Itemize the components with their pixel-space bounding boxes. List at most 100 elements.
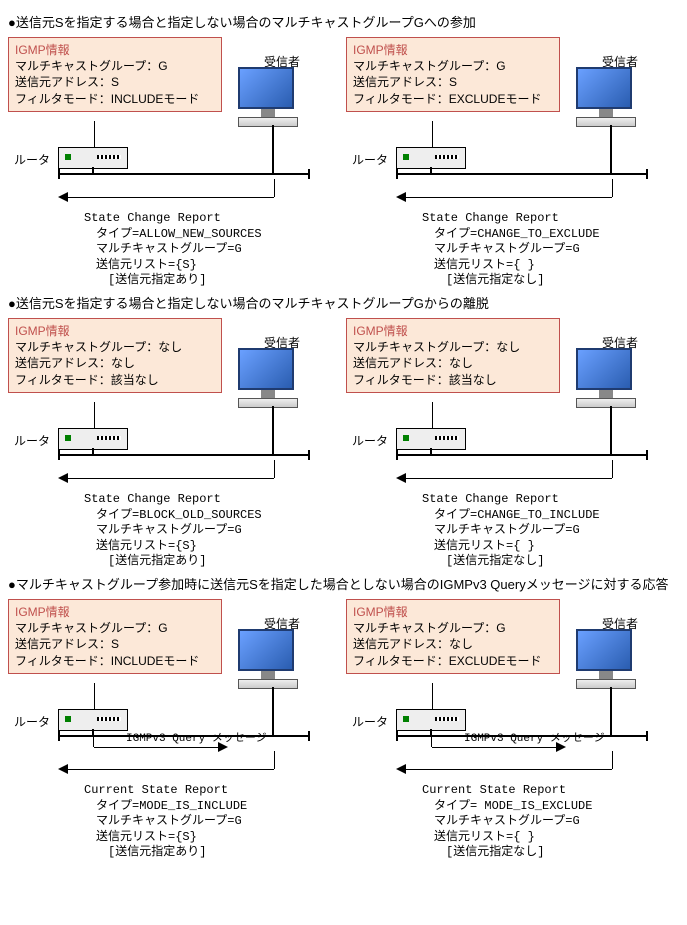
router-label: ルータ [14, 713, 50, 730]
report-arrow [404, 197, 612, 198]
report-line: [送信元指定なし] [422, 273, 600, 289]
igmp-info-box: IGMP情報マルチキャストグループ：G送信元アドレス：なしフィルタモード：EXC… [346, 599, 560, 674]
report-line: マルチキャストグループ=G [84, 242, 262, 258]
report-line: [送信元指定あり] [84, 845, 247, 861]
router-icon [58, 147, 128, 169]
igmp-line: マルチキャストグループ：G [353, 58, 553, 74]
igmp-line: 送信元アドレス：なし [353, 355, 553, 371]
receiver-pc-icon [576, 348, 636, 408]
router-drop-line [92, 448, 94, 456]
igmp-line: 送信元アドレス：なし [353, 636, 553, 652]
igmp-line: 送信元アドレス：S [15, 636, 215, 652]
router-icon [58, 709, 128, 731]
router-drop-line [92, 167, 94, 175]
report-line: [送信元指定あり] [84, 554, 262, 570]
report-arrow [66, 769, 274, 770]
report-line: マルチキャストグループ=G [422, 814, 592, 830]
callout-line [432, 121, 433, 147]
igmp-title: IGMP情報 [353, 604, 553, 620]
callout-line [94, 121, 95, 147]
igmp-line: フィルタモード：EXCLUDEモード [353, 91, 553, 107]
keyboard [576, 398, 636, 408]
pc-drop-line [272, 125, 274, 175]
router-drop-line [430, 448, 432, 456]
report-line: 送信元リスト={ } [422, 539, 600, 555]
diagram-panel: IGMP情報マルチキャストグループ：G送信元アドレス：Sフィルタモード：INCL… [8, 37, 328, 285]
pc-drop-line [272, 687, 274, 737]
network-stage: ルータ受信者IGMPv3 Query メッセージCurrent State Re… [8, 677, 328, 857]
section-row: IGMP情報マルチキャストグループ：G 送信元アドレス：Sフィルタモード：INCL… [8, 599, 687, 857]
report-line: タイプ= MODE_IS_EXCLUDE [422, 799, 592, 815]
monitor-screen [576, 629, 632, 671]
igmp-line: マルチキャストグループ：G [15, 58, 215, 74]
report-line: State Change Report [84, 211, 262, 227]
igmp-info-box: IGMP情報マルチキャストグループ：G送信元アドレス：Sフィルタモード：INCL… [8, 37, 222, 112]
report-line: [送信元指定なし] [422, 845, 592, 861]
report-line: 送信元リスト={S} [84, 539, 262, 555]
report-line: [送信元指定なし] [422, 554, 600, 570]
report-text: State Change Report タイプ=CHANGE_TO_EXCLUD… [422, 211, 600, 289]
query-arrow [432, 747, 558, 748]
report-line: 送信元リスト={ } [422, 258, 600, 274]
report-arrow [404, 478, 612, 479]
keyboard [576, 117, 636, 127]
receiver-pc-icon [576, 629, 636, 689]
igmp-line: マルチキャストグループ：G [353, 620, 553, 636]
query-label: IGMPv3 Query メッセージ [126, 733, 267, 745]
pc-drop-line [610, 406, 612, 456]
query-arrow [94, 747, 220, 748]
report-text: Current State Report タイプ= MODE_IS_EXCLUD… [422, 783, 592, 861]
section-row: IGMP情報マルチキャストグループ：G送信元アドレス：Sフィルタモード：INCL… [8, 37, 687, 285]
monitor-stand [599, 390, 613, 398]
section-title: ●送信元Sを指定する場合と指定しない場合のマルチキャストグループGへの参加 [8, 12, 687, 31]
igmp-line: 送信元アドレス：なし [15, 355, 215, 371]
receiver-pc-icon [576, 67, 636, 127]
report-line: 送信元リスト={ } [422, 830, 592, 846]
report-line: マルチキャストグループ=G [84, 814, 247, 830]
network-stage: ルータ受信者IGMPv3 Query メッセージCurrent State Re… [346, 677, 666, 857]
igmp-line: フィルタモード：INCLUDEモード [15, 91, 215, 107]
igmp-info-box: IGMP情報マルチキャストグループ：G送信元アドレス：Sフィルタモード：INCL… [8, 599, 222, 674]
igmp-line: フィルタモード：INCLUDEモード [15, 653, 215, 669]
keyboard [576, 679, 636, 689]
report-arrow [66, 478, 274, 479]
igmp-line: フィルタモード：該当なし [353, 372, 553, 388]
diagram-panel: IGMP情報マルチキャストグループ：G送信元アドレス：Sフィルタモード：EXCL… [346, 37, 666, 285]
router-drop-line [92, 729, 94, 737]
receiver-pc-icon [238, 67, 298, 127]
monitor-screen [238, 629, 294, 671]
report-line: [送信元指定あり] [84, 273, 262, 289]
igmp-info-box: IGMP情報マルチキャストグループ：なし送信元アドレス：なしフィルタモード：該当… [8, 318, 222, 393]
report-text: State Change Report タイプ=BLOCK_OLD_SOURCE… [84, 492, 262, 570]
igmp-line: フィルタモード：該当なし [15, 372, 215, 388]
router-icon [396, 428, 466, 450]
report-text: State Change Report タイプ=CHANGE_TO_INCLUD… [422, 492, 600, 570]
monitor-stand [261, 109, 275, 117]
report-text: Current State Report タイプ=MODE_IS_INCLUDE… [84, 783, 247, 861]
section-title: ●マルチキャストグループ参加時に送信元Sを指定した場合としない場合のIGMPv3… [8, 574, 687, 593]
diagram-panel: IGMP情報マルチキャストグループ：G送信元アドレス：Sフィルタモード：INCL… [8, 599, 328, 857]
router-icon [396, 709, 466, 731]
router-drop-line [430, 167, 432, 175]
report-line: マルチキャストグループ=G [422, 242, 600, 258]
report-line: State Change Report [422, 211, 600, 227]
pc-drop-line [610, 687, 612, 737]
receiver-pc-icon [238, 629, 298, 689]
callout-line [94, 683, 95, 709]
igmp-line: 送信元アドレス：S [353, 74, 553, 90]
igmp-title: IGMP情報 [353, 42, 553, 58]
network-stage: ルータ受信者State Change Report タイプ=CHANGE_TO_… [346, 115, 666, 285]
report-line: タイプ=MODE_IS_INCLUDE [84, 799, 247, 815]
report-arrow [66, 197, 274, 198]
monitor-stand [261, 671, 275, 679]
igmp-title: IGMP情報 [15, 323, 215, 339]
igmp-info-box: IGMP情報マルチキャストグループ：なし送信元アドレス：なしフィルタモード：該当… [346, 318, 560, 393]
pc-drop-line [610, 125, 612, 175]
monitor-screen [576, 348, 632, 390]
section-row: IGMP情報マルチキャストグループ：なし送信元アドレス：なしフィルタモード：該当… [8, 318, 687, 566]
monitor-stand [599, 671, 613, 679]
igmp-line: フィルタモード：EXCLUDEモード [353, 653, 553, 669]
report-line: タイプ=BLOCK_OLD_SOURCES [84, 508, 262, 524]
igmp-line: マルチキャストグループ：なし [353, 339, 553, 355]
pc-drop-line [272, 406, 274, 456]
